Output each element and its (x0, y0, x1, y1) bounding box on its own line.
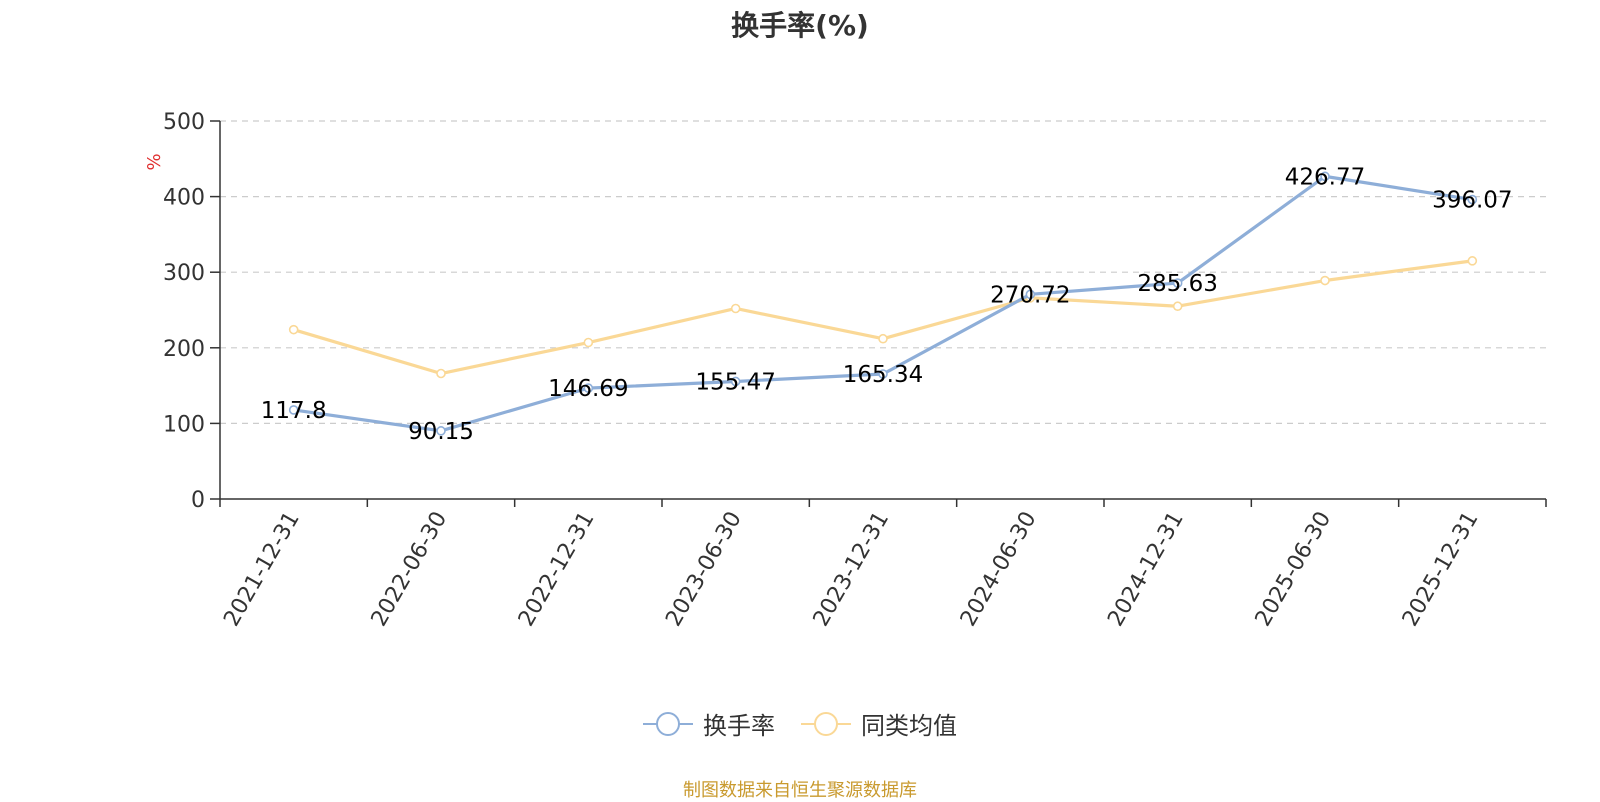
data-label: 146.69 (548, 376, 628, 402)
data-label: 155.47 (695, 369, 775, 395)
series-point-1 (730, 303, 741, 314)
series-point-0 (730, 376, 741, 387)
y-tick-label: 0 (191, 488, 205, 513)
series-point-1 (1320, 275, 1330, 286)
legend: 换手率 同类均值 (0, 706, 1600, 741)
grid-lines (220, 120, 1546, 424)
series-point-0 (583, 383, 594, 393)
data-label: 426.77 (1285, 164, 1365, 190)
x-tick-label: 2024-06-30 (956, 508, 1042, 631)
legend-label-peer-average: 同类均值 (861, 712, 957, 740)
series-point-1 (1172, 301, 1183, 312)
series-lines (288, 171, 1478, 436)
x-tick-label: 2024-12-31 (1103, 508, 1189, 631)
data-source-note: 制图数据来自恒生聚源数据库 (683, 780, 917, 801)
series-point-1 (878, 333, 888, 344)
series-point-1 (583, 337, 594, 348)
x-tick-label: 2022-06-30 (367, 508, 453, 631)
series-point-0 (1467, 194, 1478, 205)
series-point-1 (436, 368, 446, 379)
y-tick-label: 100 (163, 412, 205, 437)
data-label: 285.63 (1137, 271, 1217, 297)
x-tick-label: 2023-12-31 (809, 508, 895, 631)
series-line-1 (292, 259, 1474, 376)
x-tick-label: 2023-06-30 (661, 508, 747, 631)
legend-item-peer-average[interactable]: 同类均值 (801, 706, 957, 741)
y-tick-label: 300 (163, 261, 205, 286)
series-point-1 (288, 324, 299, 335)
data-label: 117.8 (261, 398, 327, 424)
series-point-0 (1025, 289, 1036, 300)
legend-label-turnover: 换手率 (703, 712, 775, 740)
y-tick-label: 200 (163, 337, 205, 362)
y-tick-label: 400 (163, 186, 205, 211)
legend-swatch-peer-average (801, 711, 851, 737)
x-tick-label: 2022-12-31 (514, 508, 600, 631)
series-point-0 (1172, 278, 1183, 288)
x-tick-label: 2025-12-31 (1398, 508, 1484, 631)
x-tick-label: 2025-06-30 (1251, 508, 1337, 631)
series-point-1 (1467, 256, 1478, 266)
data-label: 270.72 (990, 282, 1070, 308)
series-point-0 (288, 405, 299, 415)
x-tick-label: 2021-12-31 (219, 508, 305, 631)
series-point-0 (436, 426, 446, 436)
data-label: 90.15 (408, 419, 474, 445)
chart-title: 换手率(%) (731, 9, 869, 42)
data-label: 165.34 (843, 362, 923, 388)
data-labels: 117.8 90.15 146.69 155.47 165.34 270.72 285.63… (261, 164, 1513, 444)
series-point-0 (878, 369, 888, 379)
y-axis-unit-label: % (144, 153, 165, 170)
series-point-0 (1320, 171, 1330, 182)
series-line-0 (292, 174, 1474, 433)
legend-swatch-turnover (643, 711, 693, 737)
legend-item-turnover[interactable]: 换手率 (643, 706, 775, 741)
data-label: 396.07 (1432, 188, 1512, 214)
y-tick-label: 500 (163, 110, 205, 135)
